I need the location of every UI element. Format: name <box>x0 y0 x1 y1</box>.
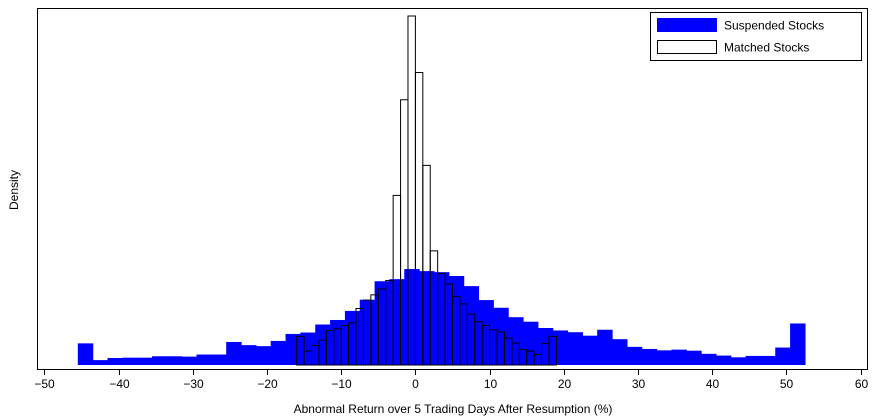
suspended-bar <box>152 356 168 365</box>
suspended-bar <box>181 356 198 365</box>
suspended-bar <box>478 300 494 365</box>
x-axis-title: Abnormal Return over 5 Trading Days Afte… <box>294 402 613 416</box>
suspended-bar <box>166 356 183 365</box>
suspended-bar <box>701 353 717 365</box>
suspended-bar <box>641 348 658 365</box>
suspended-bar <box>463 286 480 365</box>
suspended-bar <box>374 281 391 365</box>
suspended-bar <box>656 350 672 365</box>
x-tick-label: −30 <box>183 377 204 391</box>
suspended-bar <box>404 269 420 365</box>
suspended-bar <box>582 335 598 365</box>
x-tick-label: −10 <box>331 377 352 391</box>
x-tick-label: −40 <box>109 377 130 391</box>
suspended-bar <box>508 317 524 365</box>
y-axis-title: Density <box>7 170 21 210</box>
suspended-bar <box>552 330 569 365</box>
matched-stocks-bars <box>296 15 557 366</box>
suspended-bar <box>626 346 643 365</box>
suspended-bar <box>433 272 450 365</box>
legend: Suspended Stocks Matched Stocks <box>650 12 862 61</box>
suspended-bar <box>344 310 361 365</box>
x-tick-label: 60 <box>855 377 869 391</box>
suspended-bar <box>137 357 153 365</box>
suspended-bar <box>671 349 687 365</box>
suspended-bar <box>567 332 583 365</box>
legend-label-suspended: Suspended Stocks <box>724 19 824 33</box>
legend-swatch-suspended <box>657 18 717 32</box>
x-tick-label: 20 <box>558 377 572 391</box>
x-tick-label: 10 <box>484 377 498 391</box>
legend-swatch-matched <box>657 40 717 54</box>
suspended-bar <box>419 271 435 365</box>
suspended-bar <box>493 307 509 365</box>
x-tick-label: 0 <box>412 377 419 391</box>
suspended-bar <box>92 360 109 365</box>
x-axis: −50 −40 −30 −20 −10 0 10 20 30 40 50 60 <box>34 370 868 391</box>
suspended-bar <box>612 339 628 365</box>
x-tick-label: 40 <box>706 377 720 391</box>
suspended-bar <box>537 328 554 365</box>
suspended-bar <box>330 319 346 365</box>
plot-frame <box>37 8 868 370</box>
suspended-bar <box>448 276 465 365</box>
suspended-bar <box>389 279 405 365</box>
x-tick-label: 30 <box>632 377 646 391</box>
suspended-bar <box>745 355 762 365</box>
suspended-bar <box>730 357 747 365</box>
x-tick-label: −20 <box>257 377 278 391</box>
suspended-bar <box>77 343 94 365</box>
suspended-bar <box>285 333 301 365</box>
suspended-bar <box>790 323 806 365</box>
legend-label-matched: Matched Stocks <box>724 41 809 55</box>
suspended-bar <box>686 350 702 365</box>
suspended-bar <box>597 329 613 365</box>
suspended-bar <box>715 355 732 365</box>
suspended-bar <box>211 354 227 365</box>
suspended-bar <box>255 346 272 365</box>
suspended-bar <box>241 345 257 365</box>
suspended-bar <box>122 357 138 365</box>
x-tick-label: 50 <box>780 377 794 391</box>
suspended-bar <box>196 354 212 365</box>
suspended-bar <box>522 321 539 365</box>
suspended-bar <box>300 332 316 365</box>
suspended-bar <box>359 299 376 365</box>
suspended-bar <box>760 355 776 365</box>
suspended-bar <box>270 340 287 365</box>
matched-bar <box>548 335 557 366</box>
suspended-bar <box>775 347 791 365</box>
suspended-bar <box>226 341 242 365</box>
x-tick-label: −50 <box>34 377 55 391</box>
suspended-bar <box>107 358 123 365</box>
